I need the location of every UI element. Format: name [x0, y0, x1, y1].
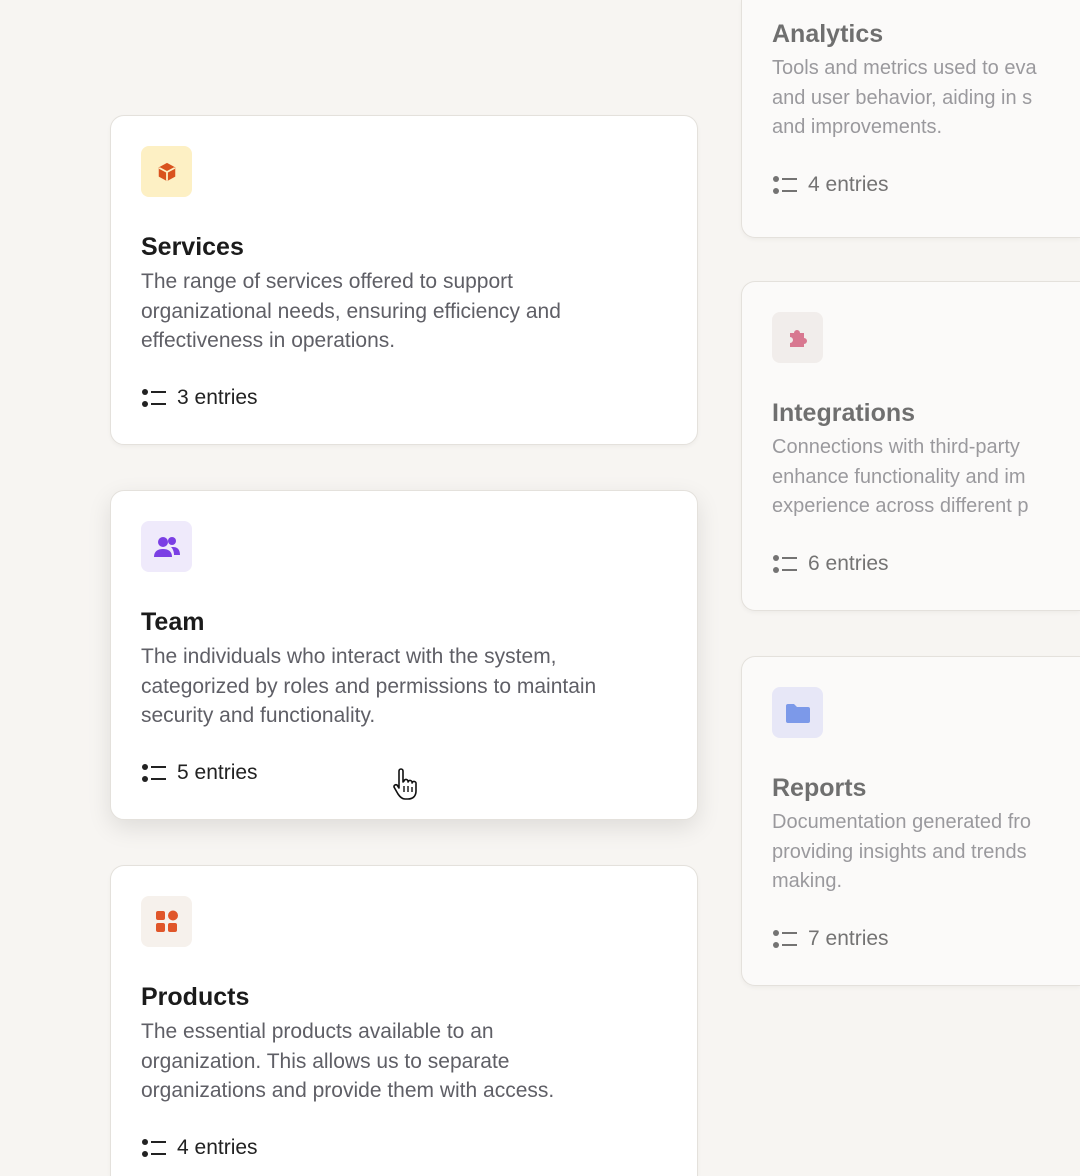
list-icon: [142, 763, 166, 782]
card-title: Reports: [772, 774, 867, 802]
card-title: Integrations: [772, 399, 916, 427]
card-description: The range of services offered to support…: [141, 270, 561, 352]
card-title: Services: [141, 233, 244, 261]
entries-count: 3 entries: [177, 385, 258, 409]
users-icon: [141, 521, 192, 572]
card-description: The essential products available to an or…: [141, 1020, 555, 1102]
card-integrations[interactable]: Integrations Connections with third-part…: [741, 281, 1080, 611]
entries-count: 5 entries: [177, 760, 258, 784]
card-title: Team: [141, 608, 205, 636]
hand-pointer-cursor-icon: [393, 768, 417, 800]
card-description: Connections with third-party enhance func…: [772, 436, 1029, 517]
cube-icon: [141, 146, 192, 197]
card-description: Documentation generated fro providing ins…: [772, 811, 1032, 892]
grid-shapes-icon: [141, 896, 192, 947]
entries-count: 4 entries: [808, 172, 889, 196]
folder-icon: [772, 687, 823, 738]
card-description: Tools and metrics used to eva and user be…: [772, 57, 1037, 138]
card-reports[interactable]: Reports Documentation generated fro provi…: [741, 656, 1080, 986]
list-icon: [773, 929, 797, 948]
card-team[interactable]: Team The individuals who interact with t…: [110, 490, 698, 820]
entries-count: 6 entries: [808, 551, 889, 575]
card-title: Analytics: [772, 20, 884, 48]
list-icon: [773, 554, 797, 573]
puzzle-icon: [772, 312, 823, 363]
card-analytics[interactable]: Analytics Tools and metrics used to eva a…: [741, 0, 1080, 238]
card-description: The individuals who interact with the sy…: [141, 645, 597, 727]
list-icon: [773, 175, 797, 194]
card-title: Products: [141, 983, 250, 1011]
card-products[interactable]: Products The essential products availabl…: [110, 865, 698, 1176]
list-icon: [142, 1138, 166, 1157]
entries-count: 7 entries: [808, 926, 889, 950]
list-icon: [142, 388, 166, 407]
card-services[interactable]: Services The range of services offered t…: [110, 115, 698, 445]
entries-count: 4 entries: [177, 1135, 258, 1159]
